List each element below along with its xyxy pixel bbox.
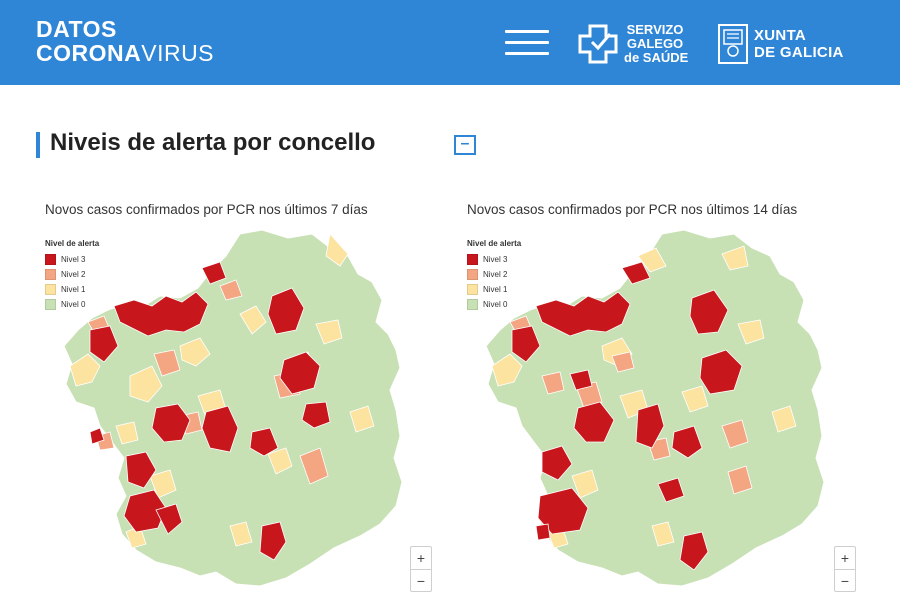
legend-swatch-nivel0 [45, 299, 56, 310]
galicia-map-14-days[interactable] [452, 226, 872, 596]
legend-title: Nivel de alerta [467, 239, 522, 248]
map-panel-7-days: Novos casos confirmados por PCR nos últi… [30, 196, 450, 604]
map-legend: Nivel de alerta Nivel 3 Nivel 2 Nivel 1 … [45, 239, 99, 312]
legend-item-nivel3: Nivel 3 [45, 252, 99, 267]
legend-label: Nivel 3 [483, 255, 508, 264]
xunta-line2: DE GALICIA [754, 44, 844, 61]
site-header: DATOS CORONAVIRUS SERVIZO GALEGO de SAÚD… [0, 0, 900, 85]
legend-item-nivel2: Nivel 2 [45, 267, 99, 282]
legend-item-nivel2: Nivel 2 [467, 267, 521, 282]
legend-label: Nivel 1 [483, 285, 508, 294]
sergas-logo-text[interactable]: SERVIZO GALEGO de SAÚDE [624, 22, 689, 65]
xunta-line1: XUNTA [754, 27, 807, 44]
legend-item-nivel0: Nivel 0 [45, 297, 99, 312]
zoom-in-button[interactable]: + [840, 550, 850, 566]
collapse-button[interactable]: – [454, 135, 476, 155]
map-title-14-days: Novos casos confirmados por PCR nos últi… [467, 202, 798, 217]
xunta-logo-text[interactable]: XUNTA DE GALICIA [754, 27, 844, 61]
legend-swatch-nivel1 [467, 284, 478, 295]
logo-virus-text: VIRUS [141, 40, 215, 66]
sergas-line1: SERVIZO [626, 22, 684, 37]
hamburger-menu-icon[interactable] [505, 28, 549, 58]
legend-swatch-nivel3 [467, 254, 478, 265]
zoom-out-button[interactable]: − [835, 569, 855, 591]
legend-label: Nivel 2 [483, 270, 508, 279]
logo-coronavirus[interactable]: CORONAVIRUS [36, 40, 214, 67]
logo-datos[interactable]: DATOS [36, 16, 117, 42]
logo-corona-text: CORONA [36, 40, 142, 66]
xunta-shield-icon[interactable] [718, 24, 748, 64]
title-accent-bar [36, 132, 40, 158]
legend-swatch-nivel3 [45, 254, 56, 265]
legend-label: Nivel 0 [483, 300, 508, 309]
section-title: Niveis de alerta por concello [50, 129, 376, 156]
legend-swatch-nivel0 [467, 299, 478, 310]
legend-label: Nivel 3 [61, 255, 86, 264]
galicia-map-7-days[interactable] [30, 226, 450, 596]
legend-item-nivel0: Nivel 0 [467, 297, 521, 312]
legend-label: Nivel 0 [61, 300, 86, 309]
sergas-cross-icon[interactable] [576, 22, 620, 66]
legend-item-nivel1: Nivel 1 [467, 282, 521, 297]
legend-swatch-nivel2 [45, 269, 56, 280]
sergas-line3: de SAÚDE [624, 50, 689, 65]
legend-swatch-nivel2 [467, 269, 478, 280]
zoom-out-button[interactable]: − [411, 569, 431, 591]
zoom-control: + − [410, 546, 432, 592]
legend-item-nivel3: Nivel 3 [467, 252, 521, 267]
legend-swatch-nivel1 [45, 284, 56, 295]
map-legend: Nivel de alerta Nivel 3 Nivel 2 Nivel 1 … [467, 239, 521, 312]
zoom-in-button[interactable]: + [416, 550, 426, 566]
map-panel-14-days: Novos casos confirmados por PCR nos últi… [452, 196, 872, 604]
legend-title: Nivel de alerta [45, 239, 100, 248]
zoom-control: + − [834, 546, 856, 592]
sergas-line2: GALEGO [626, 36, 684, 51]
legend-label: Nivel 2 [61, 270, 86, 279]
legend-item-nivel1: Nivel 1 [45, 282, 99, 297]
legend-label: Nivel 1 [61, 285, 86, 294]
map-title-7-days: Novos casos confirmados por PCR nos últi… [45, 202, 368, 217]
